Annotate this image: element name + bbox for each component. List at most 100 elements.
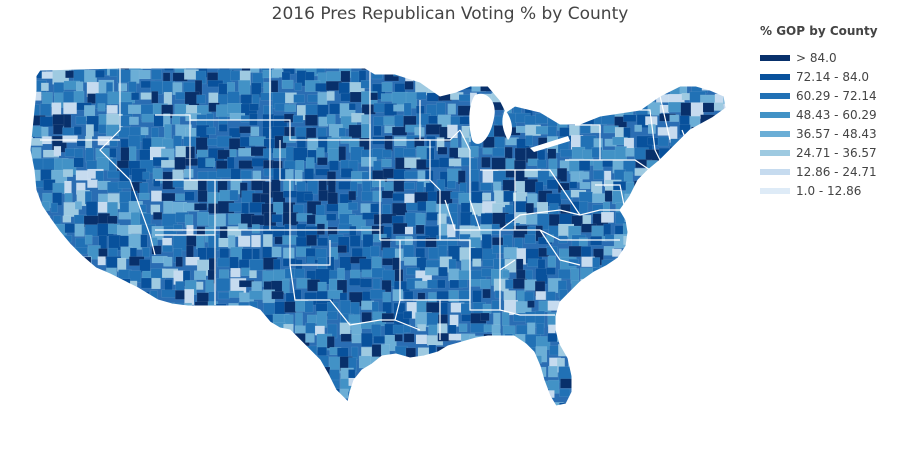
county-shape (459, 323, 468, 332)
county-shape (679, 346, 691, 357)
county-shape (646, 314, 658, 329)
county-shape (272, 160, 283, 170)
county-shape (163, 91, 173, 105)
county-shape (272, 344, 284, 356)
county-shape (448, 401, 461, 406)
county-shape (118, 391, 133, 402)
county-shape (30, 344, 37, 361)
county-shape (636, 368, 647, 377)
county-shape (666, 179, 679, 196)
county-shape (229, 189, 239, 201)
county-shape (734, 359, 749, 375)
county-shape (725, 267, 726, 275)
county-shape (470, 400, 482, 406)
county-shape (380, 344, 390, 356)
county-shape (349, 235, 361, 247)
county-shape (525, 71, 535, 83)
county-shape (283, 411, 293, 420)
county-shape (569, 113, 581, 123)
county-shape (494, 290, 503, 299)
county-shape (669, 160, 678, 172)
county-shape (689, 325, 706, 334)
county-shape (151, 334, 168, 343)
county-shape (394, 345, 408, 362)
county-shape (679, 367, 695, 382)
legend-swatch (760, 149, 790, 156)
county-shape (238, 79, 251, 96)
county-shape (152, 358, 160, 369)
county-shape (95, 345, 105, 358)
county-shape (338, 127, 346, 137)
county-shape (624, 368, 640, 384)
county-shape (403, 414, 418, 423)
county-shape (593, 160, 604, 171)
county-shape (329, 269, 339, 280)
county-shape (30, 204, 32, 219)
county-shape (668, 237, 681, 249)
legend-item[interactable]: 12.86 - 24.71 (760, 162, 890, 181)
county-shape (714, 379, 726, 390)
county-shape (252, 335, 260, 344)
county-shape (714, 68, 722, 69)
county-shape (458, 94, 473, 102)
county-shape (590, 354, 605, 367)
county-shape (128, 68, 143, 71)
county-shape (30, 223, 34, 238)
county-shape (723, 191, 726, 202)
legend-item[interactable]: > 84.0 (760, 48, 890, 67)
county-shape (76, 302, 90, 312)
county-shape (231, 411, 246, 420)
county-shape (581, 83, 590, 97)
county-shape (73, 157, 84, 168)
county-shape (350, 269, 361, 279)
county-shape (472, 258, 482, 267)
county-shape (32, 378, 42, 388)
county-shape (614, 146, 627, 160)
county-shape (570, 94, 580, 102)
county-shape (305, 114, 318, 126)
legend-item[interactable]: 60.29 - 72.14 (760, 86, 890, 105)
county-shape (502, 311, 510, 326)
county-shape (461, 71, 470, 84)
county-shape (667, 334, 680, 347)
county-shape (481, 72, 497, 81)
county-shape (614, 300, 624, 309)
county-shape (461, 357, 472, 368)
county-shape (700, 313, 718, 327)
county-shape (590, 235, 603, 246)
legend-item[interactable]: 36.57 - 48.43 (760, 124, 890, 143)
county-shape (316, 68, 326, 75)
county-shape (30, 234, 45, 242)
legend-item[interactable]: 48.43 - 60.29 (760, 105, 890, 124)
county-shape (667, 71, 682, 88)
county-shape (714, 102, 724, 111)
legend-item[interactable]: 1.0 - 12.86 (760, 181, 890, 200)
county-shape (85, 124, 94, 137)
legend-item[interactable]: 72.14 - 84.0 (760, 67, 890, 86)
county-shape (338, 146, 347, 162)
county-shape (668, 291, 682, 308)
county-shape (623, 335, 640, 349)
legend-item[interactable]: 24.71 - 36.57 (760, 143, 890, 162)
county-shape (151, 378, 168, 388)
county-shape (173, 224, 183, 232)
county-shape (238, 312, 253, 321)
county-shape (294, 390, 303, 400)
county-shape (666, 301, 683, 316)
county-shape (579, 313, 588, 329)
county-shape (239, 126, 252, 134)
county-shape (42, 336, 59, 354)
county-shape (358, 355, 373, 369)
county-shape (700, 125, 717, 141)
county-shape (271, 69, 284, 78)
county-shape (614, 80, 626, 94)
county-shape (85, 201, 98, 217)
county-shape (436, 402, 447, 406)
county-shape (140, 400, 156, 406)
county-shape (406, 401, 414, 406)
county-shape (195, 412, 210, 427)
county-shape (239, 354, 256, 369)
legend-swatch (760, 187, 790, 194)
county-shape (382, 149, 392, 158)
